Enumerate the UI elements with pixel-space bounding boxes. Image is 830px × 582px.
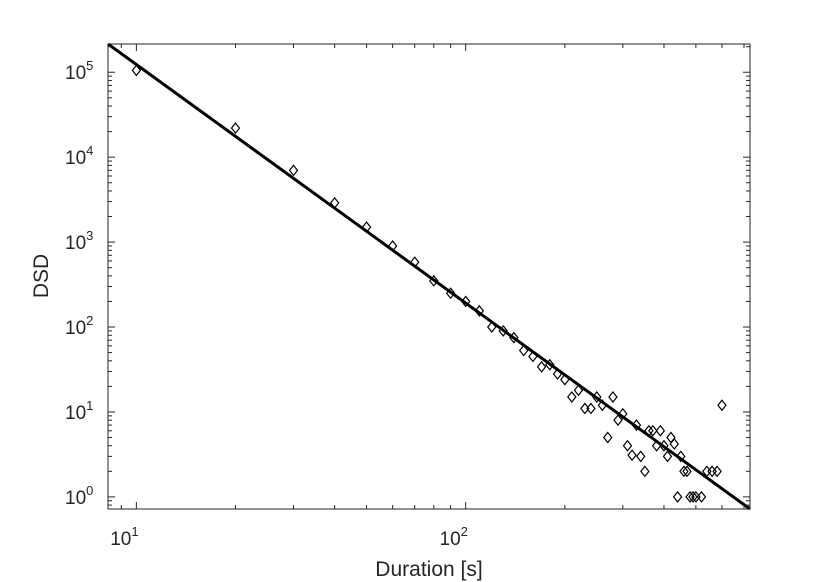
y-tick-base: 10: [65, 318, 86, 339]
data-point: [640, 465, 650, 478]
fit-line-group: [107, 42, 751, 511]
x-tick-base: 10: [110, 529, 131, 550]
x-tick-base: 10: [440, 529, 461, 550]
y-tick-base: 10: [65, 148, 86, 169]
data-point: [608, 391, 618, 403]
y-tick-exponent: 2: [86, 313, 93, 328]
y-tick-exponent: 4: [86, 143, 93, 158]
data-point: [648, 424, 658, 437]
data-point: [573, 384, 584, 397]
data-point: [635, 450, 646, 463]
data-point: [662, 450, 673, 463]
data-point: [586, 402, 596, 415]
data-point: [622, 439, 633, 452]
data-point: [696, 490, 707, 503]
y-tick-label: 105: [65, 58, 93, 84]
y-tick-label: 103: [65, 228, 93, 254]
x-tick-label: 101: [110, 524, 138, 550]
data-point: [131, 64, 142, 77]
y-tick-label: 100: [65, 483, 93, 509]
data-point: [672, 490, 683, 503]
x-tick-label: 102: [440, 524, 468, 550]
data-point: [627, 449, 637, 462]
x-tick-exponent: 1: [131, 524, 138, 539]
x-tick-exponent: 2: [461, 524, 468, 539]
data-point: [618, 407, 628, 420]
y-tick-base: 10: [65, 403, 86, 424]
y-tick-label: 104: [65, 143, 93, 169]
data-point: [717, 399, 727, 412]
data-point: [679, 465, 689, 478]
fit-line: [107, 42, 751, 511]
x-axis-label: Duration [s]: [375, 558, 482, 581]
data-point: [602, 431, 613, 444]
data-point: [288, 164, 299, 177]
data-point: [682, 465, 692, 478]
data-point: [669, 437, 680, 450]
plot-frame: [107, 43, 751, 510]
y-tick-exponent: 1: [86, 398, 93, 413]
data-point: [712, 465, 722, 478]
data-point: [655, 424, 666, 437]
y-axis-label: DSD: [30, 254, 53, 298]
y-tick-base: 10: [65, 233, 86, 254]
data-point: [230, 122, 241, 135]
data-point: [536, 360, 547, 373]
y-tick-label: 102: [65, 313, 93, 339]
y-tick-exponent: 0: [86, 483, 93, 498]
data-point: [676, 450, 686, 463]
data-point: [613, 414, 623, 427]
y-tick-base: 10: [65, 63, 86, 84]
data-point: [688, 490, 698, 503]
data-point: [567, 391, 577, 403]
y-tick-exponent: 5: [86, 58, 93, 73]
y-tick-label: 101: [65, 398, 93, 424]
y-tick-base: 10: [65, 488, 86, 509]
y-tick-exponent: 3: [86, 228, 93, 243]
